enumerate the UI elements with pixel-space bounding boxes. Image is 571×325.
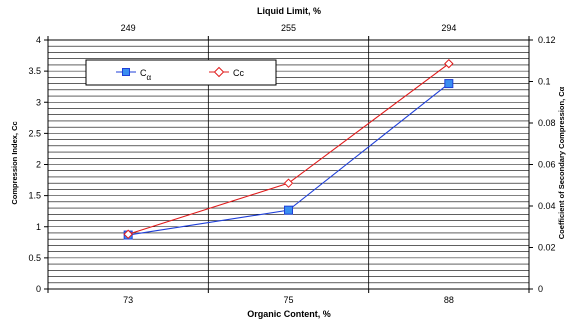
data-point-ca xyxy=(284,205,293,215)
y-tick-label: 2 xyxy=(36,160,41,170)
legend-marker-ca xyxy=(122,68,130,76)
bottom-axis-title: Organic Content, % xyxy=(247,309,331,319)
y2-tick-label: 0.12 xyxy=(538,35,556,45)
y-tick-label: 4 xyxy=(36,35,41,45)
left-axis-title: Compression Index, Cc xyxy=(10,121,19,204)
x-axis-top: 249 255 294 xyxy=(47,23,530,40)
right-axis-title: Coefficient of Secondary Compression, Cα xyxy=(557,86,566,239)
y-tick-label: 2.5 xyxy=(28,128,41,138)
y2-tick-label: 0.02 xyxy=(538,243,556,253)
data-point-cc xyxy=(444,58,454,69)
y-tick-label: 0 xyxy=(36,284,41,294)
y2-tick-label: 0 xyxy=(538,284,543,294)
legend-marker-cc xyxy=(213,66,225,78)
x2-tick-label: 255 xyxy=(281,23,296,33)
x-tick-label: 75 xyxy=(283,295,293,305)
y-tick-label: 0.5 xyxy=(28,253,41,263)
y2-tick-label: 0.04 xyxy=(538,201,556,211)
data-point-cc xyxy=(283,178,294,188)
y-tick-label: 3 xyxy=(36,97,41,107)
top-axis-title: Liquid Limit, % xyxy=(257,6,321,16)
x2-tick-label: 294 xyxy=(441,23,456,33)
x-tick-label: 73 xyxy=(123,295,133,305)
y-tick-label: 3.5 xyxy=(28,66,41,76)
x-tick-label: 88 xyxy=(444,295,454,305)
data-point-ca xyxy=(444,79,454,89)
y-tick-label: 1.5 xyxy=(28,191,41,201)
y2-tick-label: 0.06 xyxy=(538,160,556,170)
legend: Cα Cc xyxy=(85,59,277,86)
y-tick-label: 1 xyxy=(36,222,41,232)
y-axis-right: 0 0.02 0.04 0.06 0.08 0.1 0.12 xyxy=(529,35,556,294)
legend-label-ca: Cα xyxy=(140,68,152,82)
x-axis-bottom: 73 75 88 xyxy=(47,289,530,305)
data-point-cc xyxy=(123,229,133,239)
legend-box xyxy=(85,59,277,86)
series-group xyxy=(123,58,454,240)
x2-tick-label: 249 xyxy=(121,23,136,33)
legend-label-cc: Cc xyxy=(233,68,244,78)
y2-tick-label: 0.1 xyxy=(538,77,551,87)
y-axis-left: 0 0.5 1 1.5 2 2.5 3 3.5 4 xyxy=(28,35,48,294)
y2-tick-label: 0.08 xyxy=(538,118,556,128)
